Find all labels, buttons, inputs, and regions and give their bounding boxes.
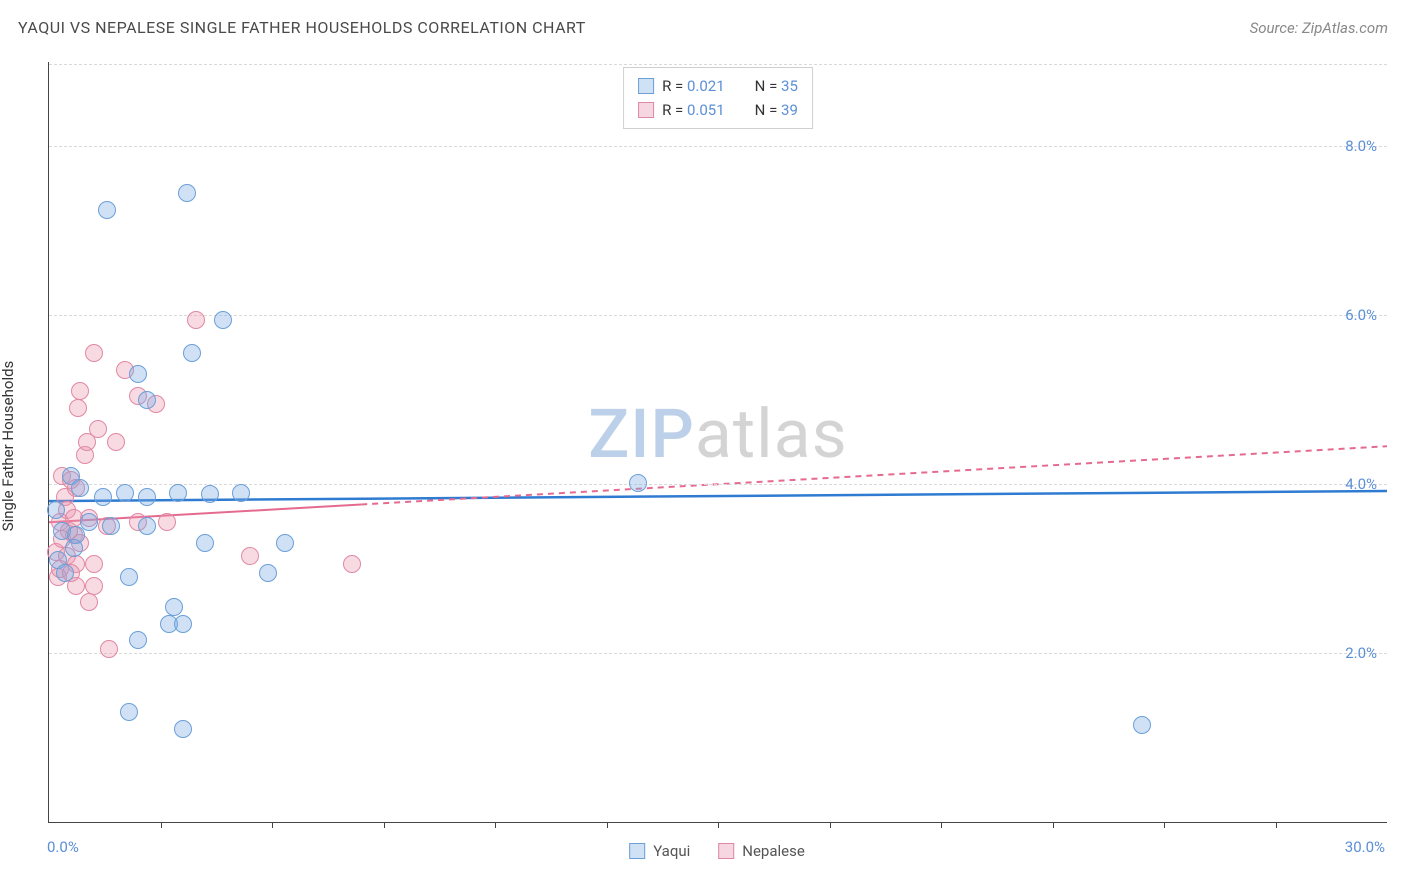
data-point (158, 513, 176, 531)
x-tick (495, 822, 496, 828)
data-point (629, 474, 647, 492)
x-tick (941, 822, 942, 828)
data-point (107, 433, 125, 451)
series-legend: Yaqui Nepalese (629, 842, 805, 860)
x-tick (1164, 822, 1165, 828)
data-point (69, 399, 87, 417)
data-point (47, 501, 65, 519)
data-point (241, 547, 259, 565)
legend-item: Nepalese (718, 842, 805, 860)
x-tick (607, 822, 608, 828)
data-point (116, 484, 134, 502)
x-tick (272, 822, 273, 828)
legend-text: R = 0.021 (662, 74, 725, 98)
data-point (232, 484, 250, 502)
x-tick (1276, 822, 1277, 828)
data-point (85, 344, 103, 362)
y-tick-label: 4.0% (1345, 475, 1377, 493)
x-tick-label: 0.0% (47, 838, 79, 856)
data-point (98, 201, 116, 219)
data-point (214, 311, 232, 329)
data-point (65, 539, 83, 557)
gridline (49, 64, 1387, 65)
data-point (78, 433, 96, 451)
data-point (1133, 716, 1151, 734)
x-tick (718, 822, 719, 828)
data-point (71, 479, 89, 497)
data-point (102, 517, 120, 535)
x-tick (830, 822, 831, 828)
y-tick-label: 8.0% (1345, 137, 1377, 155)
data-point (174, 615, 192, 633)
data-point (178, 184, 196, 202)
data-point (56, 564, 74, 582)
legend-swatch (638, 78, 654, 94)
gridline (49, 315, 1387, 316)
legend-row: R = 0.021 N = 35 (638, 74, 798, 98)
data-point (183, 344, 201, 362)
data-point (165, 598, 183, 616)
data-point (94, 488, 112, 506)
source-credit: Source: ZipAtlas.com (1250, 19, 1388, 37)
data-point (80, 513, 98, 531)
data-point (138, 391, 156, 409)
data-point (129, 365, 147, 383)
y-tick-label: 2.0% (1345, 644, 1377, 662)
legend-text: N = 35 (755, 74, 798, 98)
x-tick (1053, 822, 1054, 828)
data-point (120, 703, 138, 721)
plot-area: ZIPatlas R = 0.021N = 35R = 0.051N = 39 … (48, 62, 1387, 823)
data-point (85, 577, 103, 595)
trend-line (272, 491, 1387, 499)
data-point (201, 485, 219, 503)
x-tick (161, 822, 162, 828)
data-point (138, 488, 156, 506)
data-point (120, 568, 138, 586)
y-axis-label: Single Father Households (0, 361, 17, 532)
trend-lines-layer (49, 62, 1387, 822)
data-point (169, 484, 187, 502)
y-tick-label: 6.0% (1345, 306, 1377, 324)
data-point (85, 555, 103, 573)
legend-label: Yaqui (653, 842, 690, 860)
legend-text: R = 0.051 (662, 98, 725, 122)
data-point (343, 555, 361, 573)
data-point (129, 631, 147, 649)
gridline (49, 653, 1387, 654)
legend-text: N = 39 (755, 98, 798, 122)
x-tick (384, 822, 385, 828)
chart-title: YAQUI VS NEPALESE SINGLE FATHER HOUSEHOL… (18, 18, 586, 37)
legend-item: Yaqui (629, 842, 690, 860)
legend-swatch (718, 843, 734, 859)
legend-label: Nepalese (742, 842, 805, 860)
gridline (49, 146, 1387, 147)
data-point (138, 517, 156, 535)
data-point (174, 720, 192, 738)
gridline (49, 484, 1387, 485)
chart-container: ZIPatlas R = 0.021N = 35R = 0.051N = 39 … (48, 62, 1386, 822)
data-point (259, 564, 277, 582)
data-point (187, 311, 205, 329)
x-tick-label: 30.0% (1345, 838, 1385, 856)
legend-swatch (638, 102, 654, 118)
data-point (80, 593, 98, 611)
data-point (71, 382, 89, 400)
legend-swatch (629, 843, 645, 859)
legend-row: R = 0.051 N = 39 (638, 98, 798, 122)
data-point (276, 534, 294, 552)
data-point (196, 534, 214, 552)
correlation-legend: R = 0.021 N = 35 R = 0.051 N = 39 (623, 67, 813, 129)
data-point (100, 640, 118, 658)
